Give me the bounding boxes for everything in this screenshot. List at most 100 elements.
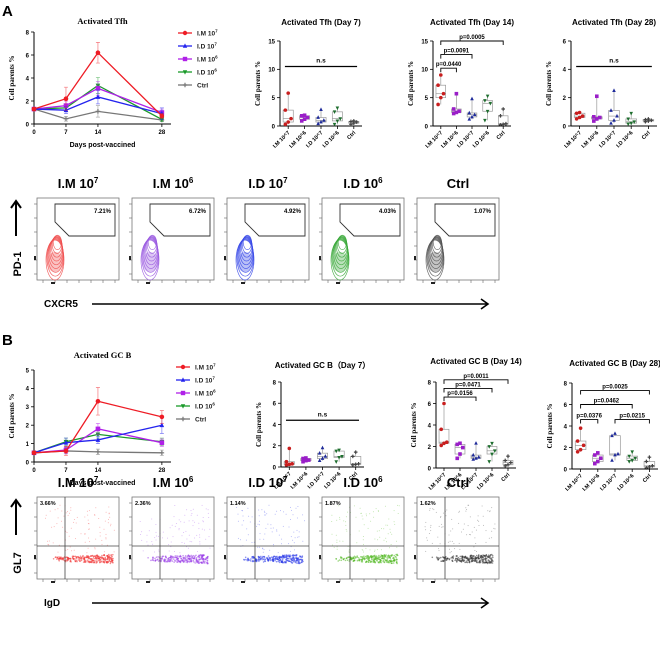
event-dot <box>374 560 376 563</box>
event-dot <box>186 538 188 540</box>
data-point <box>609 120 613 125</box>
event-dot <box>390 554 393 556</box>
event-dot <box>155 535 157 537</box>
event-dot <box>487 554 490 556</box>
quadrant-percent: 2.36% <box>135 501 151 507</box>
flow-x-zero-mark <box>336 581 340 583</box>
event-dot <box>449 552 451 554</box>
event-dot <box>482 558 485 560</box>
event-dot <box>189 540 191 542</box>
event-dot <box>386 558 389 560</box>
data-point <box>319 107 323 111</box>
event-dot <box>449 548 450 550</box>
event-dot <box>177 555 179 557</box>
event-dot <box>441 526 443 528</box>
event-dot <box>339 516 341 518</box>
event-dot <box>79 558 81 561</box>
event-dot <box>110 556 112 559</box>
event-dot <box>467 504 469 506</box>
data-point <box>498 114 503 118</box>
x-tick-label: Ctrl <box>496 130 507 141</box>
event-dot <box>363 524 365 526</box>
contour-line <box>144 237 159 266</box>
event-dot <box>262 551 264 553</box>
event-dot <box>163 560 165 562</box>
event-dot <box>438 548 440 550</box>
box-group <box>317 445 328 463</box>
event-dot <box>188 520 190 522</box>
data-point <box>31 106 37 112</box>
event-dot <box>295 507 297 509</box>
event-dot <box>108 557 111 559</box>
event-dot <box>460 561 463 563</box>
event-dot <box>494 528 496 530</box>
x-tick-label: I.D 10^7 <box>305 130 324 149</box>
event-dot <box>458 511 460 513</box>
legend-label-sup: 6 <box>213 389 216 394</box>
event-dot <box>368 559 371 561</box>
event-dot <box>481 555 484 558</box>
event-dot <box>362 558 364 560</box>
event-dot <box>336 539 338 541</box>
event-dot <box>494 523 496 525</box>
event-dot <box>261 557 264 559</box>
legend-label: I.D 107 <box>197 42 217 51</box>
data-point <box>649 118 654 123</box>
event-dot <box>264 514 266 516</box>
event-dot <box>376 560 379 562</box>
event-dot <box>393 560 396 562</box>
legend-item: Ctrl <box>176 417 206 424</box>
event-dot <box>288 556 291 558</box>
event-dot <box>179 552 181 554</box>
event-dot <box>199 536 201 538</box>
event-dot <box>174 559 176 561</box>
legend-label-text: Ctrl <box>195 417 206 424</box>
event-dot <box>440 556 442 559</box>
event-dot <box>373 557 375 559</box>
event-dot <box>105 533 107 535</box>
event-dot <box>256 559 258 561</box>
event-dot <box>185 556 187 558</box>
event-dot <box>477 515 479 517</box>
data-point <box>439 443 444 448</box>
significance-bracket <box>580 390 650 395</box>
event-dot <box>108 553 110 556</box>
event-dot <box>372 559 375 562</box>
event-dot <box>374 558 377 561</box>
data-point <box>501 107 505 111</box>
event-dot <box>377 561 380 564</box>
data-point <box>353 450 358 454</box>
contour-line <box>241 236 253 258</box>
data-point <box>63 448 69 454</box>
flow-plot-frame <box>226 197 310 281</box>
event-dot <box>293 554 295 557</box>
legend-marker <box>182 43 188 48</box>
event-dot <box>424 526 426 528</box>
p-value-label: p=0.0462 <box>594 399 620 405</box>
event-dot <box>172 556 175 558</box>
event-dot <box>278 534 280 536</box>
event-dot <box>359 507 361 509</box>
legend-item: I.M 106 <box>176 389 216 398</box>
data-point <box>503 458 508 463</box>
event-dot <box>100 560 103 563</box>
data-point <box>506 462 510 467</box>
event-dot <box>170 559 172 561</box>
p-value-label: p=0.0376 <box>576 414 602 420</box>
data-point <box>95 398 101 404</box>
event-dot <box>75 522 77 524</box>
event-dot <box>390 544 392 545</box>
event-dot <box>88 537 90 539</box>
contour-line <box>431 236 443 258</box>
event-dot <box>373 516 375 518</box>
event-dot <box>381 528 382 530</box>
event-dot <box>430 524 432 526</box>
event-dot <box>168 560 170 563</box>
event-dot <box>263 510 265 512</box>
event-dot <box>300 561 303 563</box>
event-dot <box>140 534 142 535</box>
event-dot <box>267 523 269 525</box>
event-dot <box>183 556 186 559</box>
contour-line <box>147 234 157 250</box>
